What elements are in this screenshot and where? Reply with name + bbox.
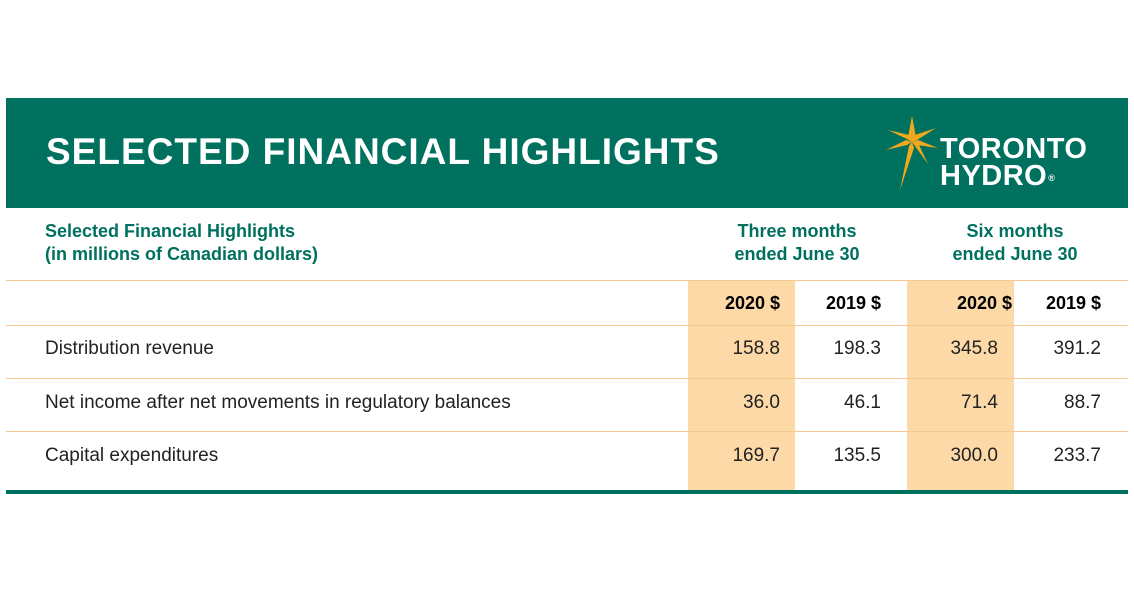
column-header: 2019 $ <box>1045 293 1101 313</box>
logo-wordmark: TORONTO HYDRO® <box>940 133 1088 192</box>
table-cell: 46.1 <box>844 392 881 413</box>
table-cell: 345.8 <box>950 338 998 359</box>
row-label-capital-expenditures: Capital expenditures <box>45 445 219 466</box>
table-cell: 300.0 <box>950 445 998 466</box>
period-six-months: Six months ended June 30 <box>952 221 1078 264</box>
row-label-distribution-revenue: Distribution revenue <box>45 338 214 359</box>
table-caption: Selected Financial Highlights (in millio… <box>45 220 318 266</box>
table-cell: 88.7 <box>1064 392 1101 413</box>
column-header: 2019 $ <box>825 293 881 313</box>
header-banner: SELECTED FINANCIAL HIGHLIGHTS TORONTO HY… <box>6 98 1128 208</box>
table-cell: 135.5 <box>833 445 881 466</box>
highlight-col-six-months-2020 <box>907 281 1014 490</box>
table-caption-line-2: (in millions of Canadian dollars) <box>45 244 319 264</box>
column-header: 2020 $ <box>956 293 1012 313</box>
divider <box>6 280 1128 281</box>
row-label-net-income: Net income after net movements in regula… <box>45 392 511 413</box>
divider <box>6 325 1128 326</box>
starburst-icon <box>886 116 938 190</box>
table-cell: 198.3 <box>833 338 881 359</box>
table-cell: 71.4 <box>961 392 998 413</box>
logo-line-2: HYDRO® <box>940 160 1056 192</box>
page-title: SELECTED FINANCIAL HIGHLIGHTS <box>46 131 720 172</box>
highlight-col-three-months-2020 <box>688 281 795 490</box>
table-caption-line-1: Selected Financial Highlights <box>45 221 296 241</box>
period-three-months: Three months ended June 30 <box>734 221 860 264</box>
logo-line-1: TORONTO <box>940 133 1088 165</box>
column-header: 2020 $ <box>724 293 780 313</box>
divider <box>6 431 1128 432</box>
divider <box>6 378 1128 379</box>
table-cell: 233.7 <box>1053 445 1101 466</box>
toronto-hydro-logo: TORONTO HYDRO® <box>882 108 1112 198</box>
table-cell: 36.0 <box>743 392 780 413</box>
table-cell: 169.7 <box>732 445 780 466</box>
table-cell: 158.8 <box>732 338 780 359</box>
table-cell: 391.2 <box>1053 338 1101 359</box>
bottom-rule <box>6 490 1128 494</box>
